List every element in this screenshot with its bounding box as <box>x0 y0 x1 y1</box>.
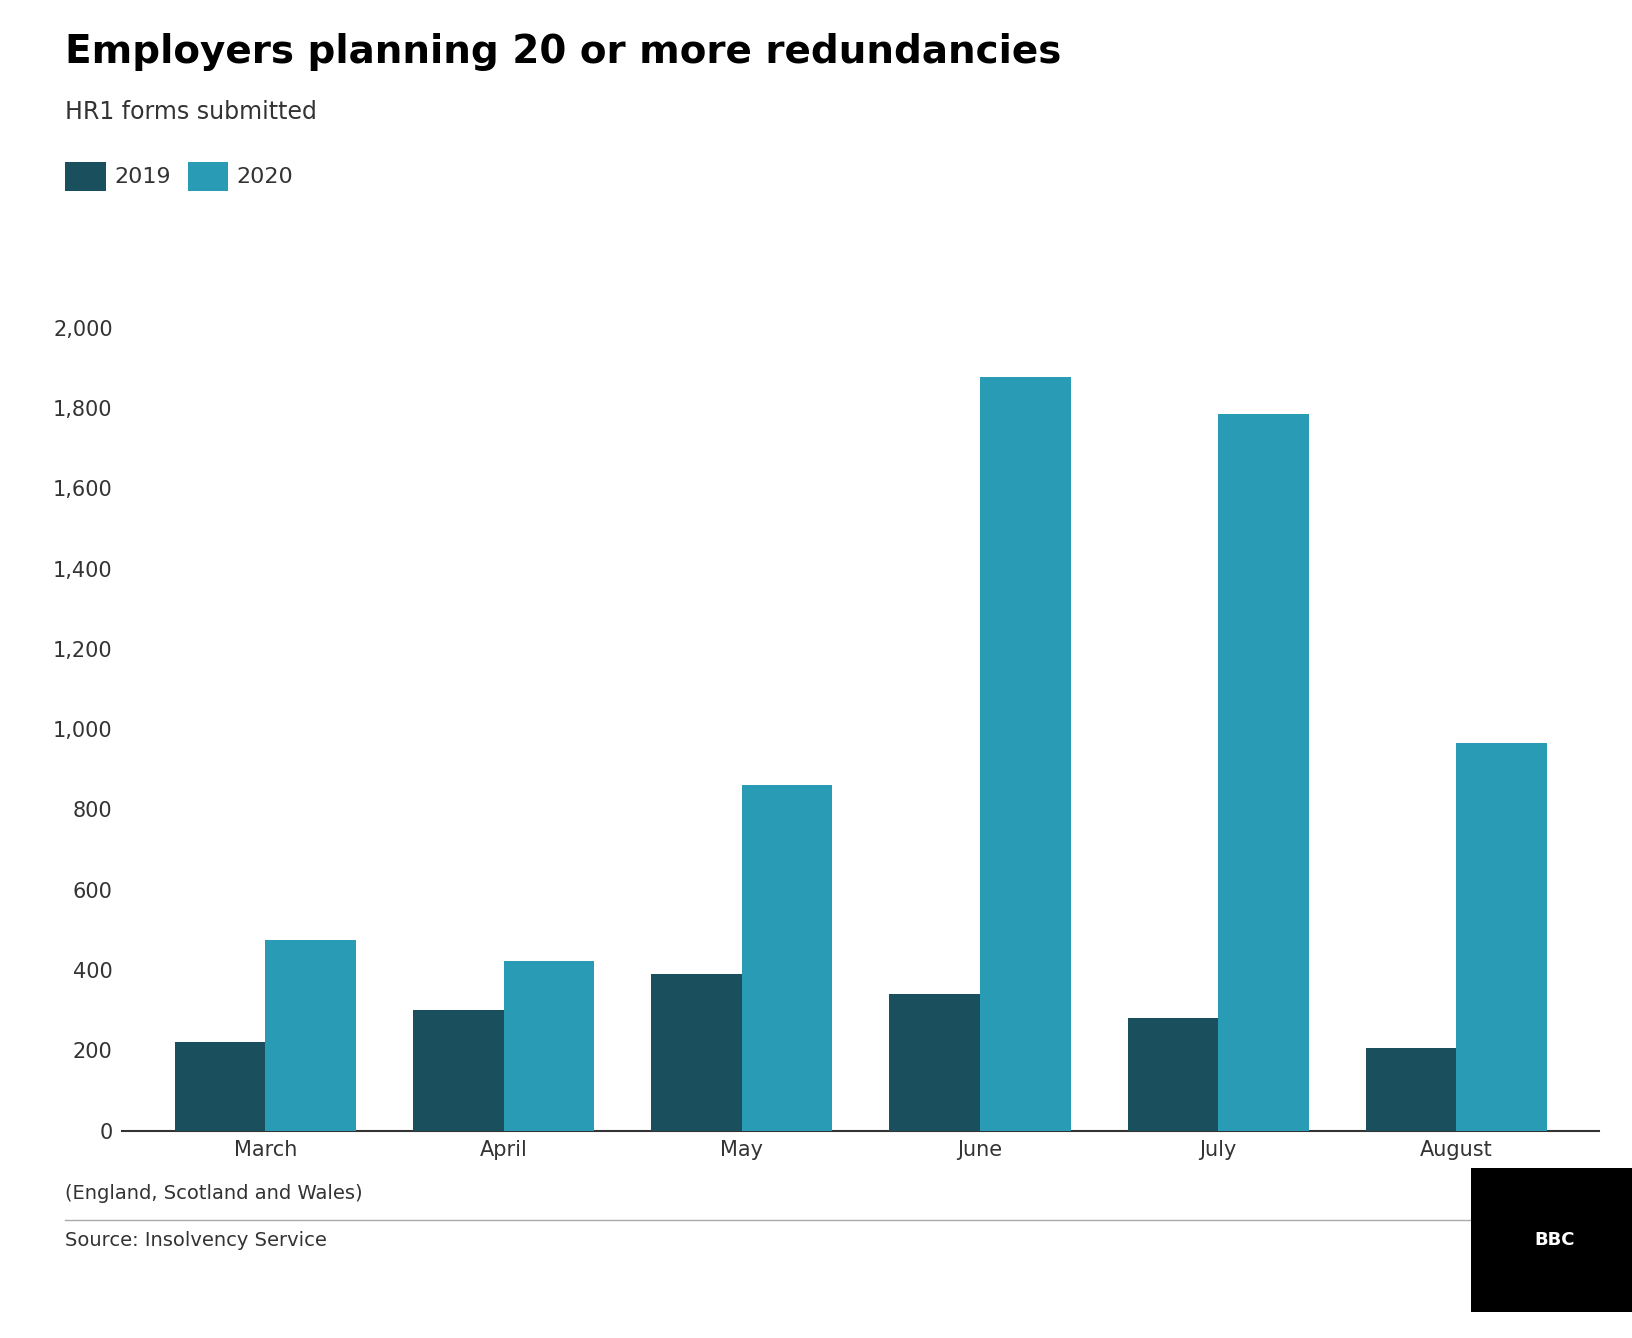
Text: (England, Scotland and Wales): (England, Scotland and Wales) <box>65 1184 362 1203</box>
Bar <box>504 961 594 1131</box>
Text: BBC: BBC <box>1534 1231 1575 1248</box>
Text: Employers planning 20 or more redundancies: Employers planning 20 or more redundanci… <box>65 33 1062 71</box>
Text: 2020: 2020 <box>237 167 294 187</box>
Bar <box>266 939 356 1131</box>
Bar <box>1366 1048 1456 1131</box>
Bar <box>1456 744 1547 1131</box>
Bar <box>651 974 743 1131</box>
Text: Source: Insolvency Service: Source: Insolvency Service <box>65 1231 326 1250</box>
Bar <box>175 1042 266 1131</box>
Text: 2019: 2019 <box>114 167 171 187</box>
Text: HR1 forms submitted: HR1 forms submitted <box>65 100 317 124</box>
Bar <box>413 1010 504 1131</box>
Bar <box>743 785 832 1131</box>
Bar <box>1217 415 1309 1131</box>
Bar <box>889 994 979 1131</box>
Bar <box>1128 1018 1217 1131</box>
Bar <box>979 377 1071 1131</box>
